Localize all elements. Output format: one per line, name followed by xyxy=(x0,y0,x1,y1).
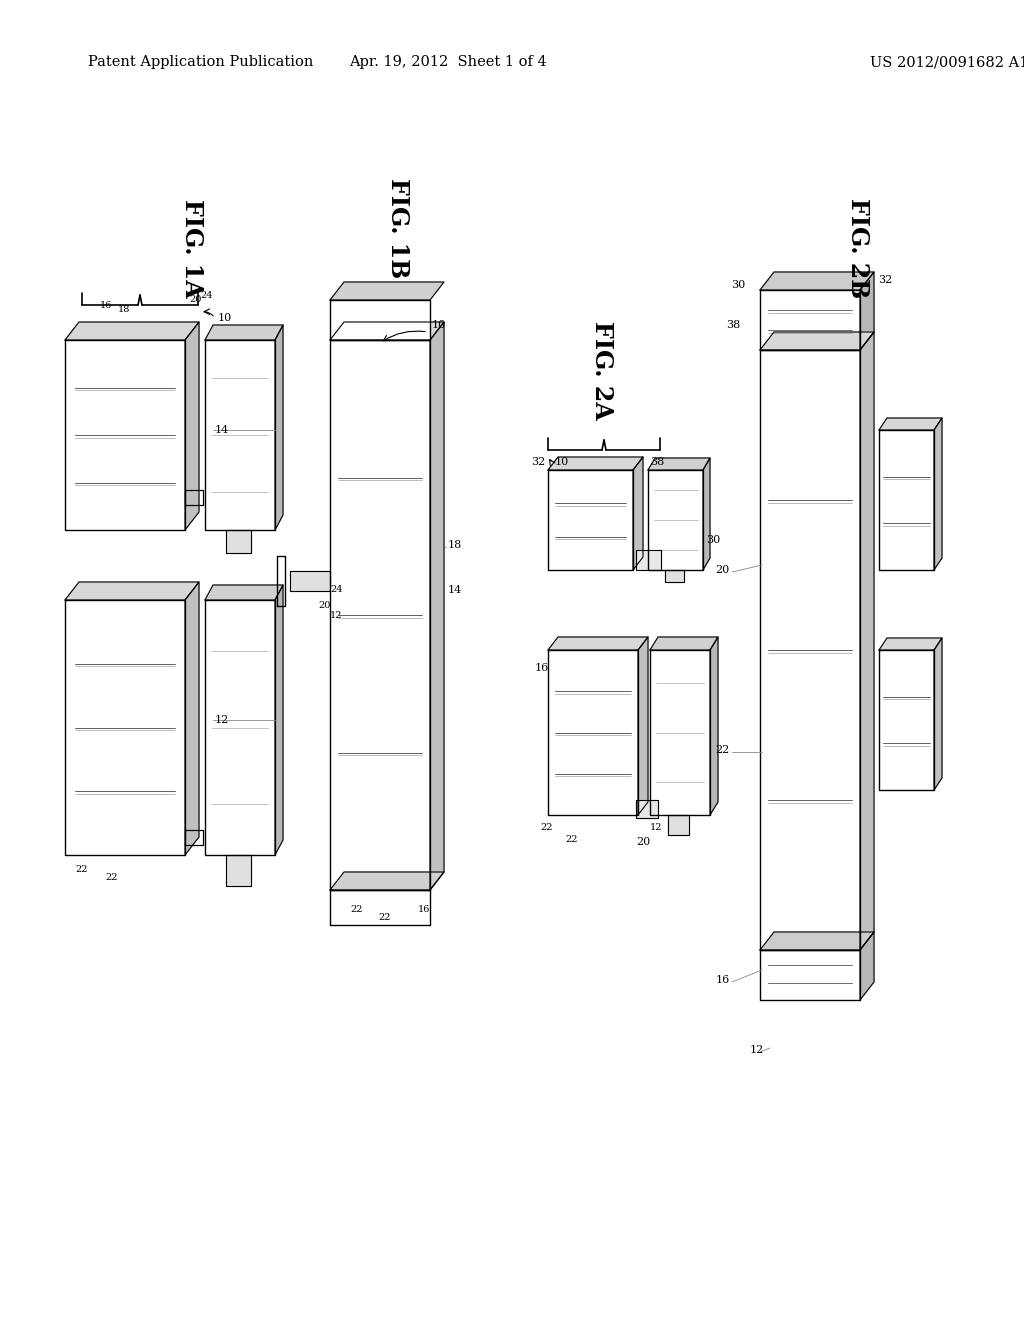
Text: 22: 22 xyxy=(350,906,362,915)
Polygon shape xyxy=(205,341,275,531)
Text: 18: 18 xyxy=(449,540,462,550)
Polygon shape xyxy=(760,932,874,950)
Text: 20: 20 xyxy=(716,565,730,576)
Polygon shape xyxy=(860,932,874,1001)
Text: 32: 32 xyxy=(530,457,545,467)
Text: US 2012/0091682 A1: US 2012/0091682 A1 xyxy=(870,55,1024,69)
Polygon shape xyxy=(879,649,934,789)
Polygon shape xyxy=(879,430,934,570)
Polygon shape xyxy=(636,550,662,570)
Polygon shape xyxy=(185,582,199,855)
Polygon shape xyxy=(548,470,633,570)
Polygon shape xyxy=(275,325,283,531)
Polygon shape xyxy=(330,341,430,890)
Text: 22: 22 xyxy=(716,744,730,755)
Polygon shape xyxy=(548,649,638,814)
Text: 16: 16 xyxy=(535,663,549,673)
Polygon shape xyxy=(760,290,860,350)
Polygon shape xyxy=(330,890,430,925)
Text: FIG. 1A: FIG. 1A xyxy=(180,199,204,297)
Polygon shape xyxy=(638,638,648,814)
Text: 16: 16 xyxy=(716,975,730,985)
Text: 30: 30 xyxy=(731,280,745,290)
Text: Apr. 19, 2012  Sheet 1 of 4: Apr. 19, 2012 Sheet 1 of 4 xyxy=(349,55,547,69)
Polygon shape xyxy=(65,341,185,531)
Text: 16: 16 xyxy=(100,301,113,309)
Text: 20: 20 xyxy=(636,837,650,847)
Polygon shape xyxy=(665,570,684,582)
Polygon shape xyxy=(650,649,710,814)
Text: FIG. 1B: FIG. 1B xyxy=(386,178,410,279)
Polygon shape xyxy=(548,638,648,649)
Polygon shape xyxy=(668,814,689,834)
Text: 30: 30 xyxy=(706,535,720,545)
Text: 10: 10 xyxy=(432,319,446,330)
Text: 22: 22 xyxy=(540,824,553,833)
Polygon shape xyxy=(636,800,658,818)
Text: 22: 22 xyxy=(378,913,390,923)
Polygon shape xyxy=(65,582,199,601)
Text: 12: 12 xyxy=(750,1045,764,1055)
Polygon shape xyxy=(65,601,185,855)
Text: 18: 18 xyxy=(118,305,130,314)
Polygon shape xyxy=(650,638,718,649)
Text: 12: 12 xyxy=(215,715,229,725)
Polygon shape xyxy=(330,282,444,300)
Text: 14: 14 xyxy=(449,585,462,595)
Polygon shape xyxy=(185,322,199,531)
Polygon shape xyxy=(205,585,283,601)
Polygon shape xyxy=(760,950,860,1001)
Polygon shape xyxy=(879,418,942,430)
Polygon shape xyxy=(760,333,874,350)
Polygon shape xyxy=(430,322,444,890)
Polygon shape xyxy=(860,272,874,350)
Polygon shape xyxy=(290,572,330,591)
Text: 20: 20 xyxy=(318,601,331,610)
Text: 16: 16 xyxy=(418,906,430,915)
Text: Patent Application Publication: Patent Application Publication xyxy=(88,55,313,69)
Polygon shape xyxy=(633,457,643,570)
Text: 24: 24 xyxy=(200,290,213,300)
Polygon shape xyxy=(548,457,643,470)
Text: 10: 10 xyxy=(218,313,232,323)
Polygon shape xyxy=(934,638,942,789)
Polygon shape xyxy=(226,855,251,886)
Polygon shape xyxy=(226,531,251,553)
Text: 12: 12 xyxy=(330,610,342,619)
Text: 38: 38 xyxy=(726,319,740,330)
Polygon shape xyxy=(710,638,718,814)
Polygon shape xyxy=(65,322,199,341)
Polygon shape xyxy=(205,325,283,341)
Polygon shape xyxy=(760,350,860,950)
Polygon shape xyxy=(330,300,430,341)
Text: 10: 10 xyxy=(555,457,569,467)
Polygon shape xyxy=(934,418,942,570)
Text: 22: 22 xyxy=(105,874,118,883)
Polygon shape xyxy=(648,458,710,470)
Text: FIG. 2A: FIG. 2A xyxy=(590,321,614,420)
Polygon shape xyxy=(330,873,444,890)
Text: 38: 38 xyxy=(650,457,665,467)
Polygon shape xyxy=(703,458,710,570)
Text: 24: 24 xyxy=(330,586,342,594)
Polygon shape xyxy=(330,322,444,341)
Polygon shape xyxy=(648,470,703,570)
Polygon shape xyxy=(205,601,275,855)
Polygon shape xyxy=(760,272,874,290)
Text: 14: 14 xyxy=(215,425,229,436)
Text: FIG. 2B: FIG. 2B xyxy=(846,198,870,298)
Polygon shape xyxy=(860,333,874,950)
Polygon shape xyxy=(879,638,942,649)
Polygon shape xyxy=(275,585,283,855)
Text: 12: 12 xyxy=(650,824,663,833)
Text: 20: 20 xyxy=(189,296,202,305)
Text: 32: 32 xyxy=(878,275,892,285)
Text: 22: 22 xyxy=(565,836,578,845)
Text: 22: 22 xyxy=(75,866,87,874)
